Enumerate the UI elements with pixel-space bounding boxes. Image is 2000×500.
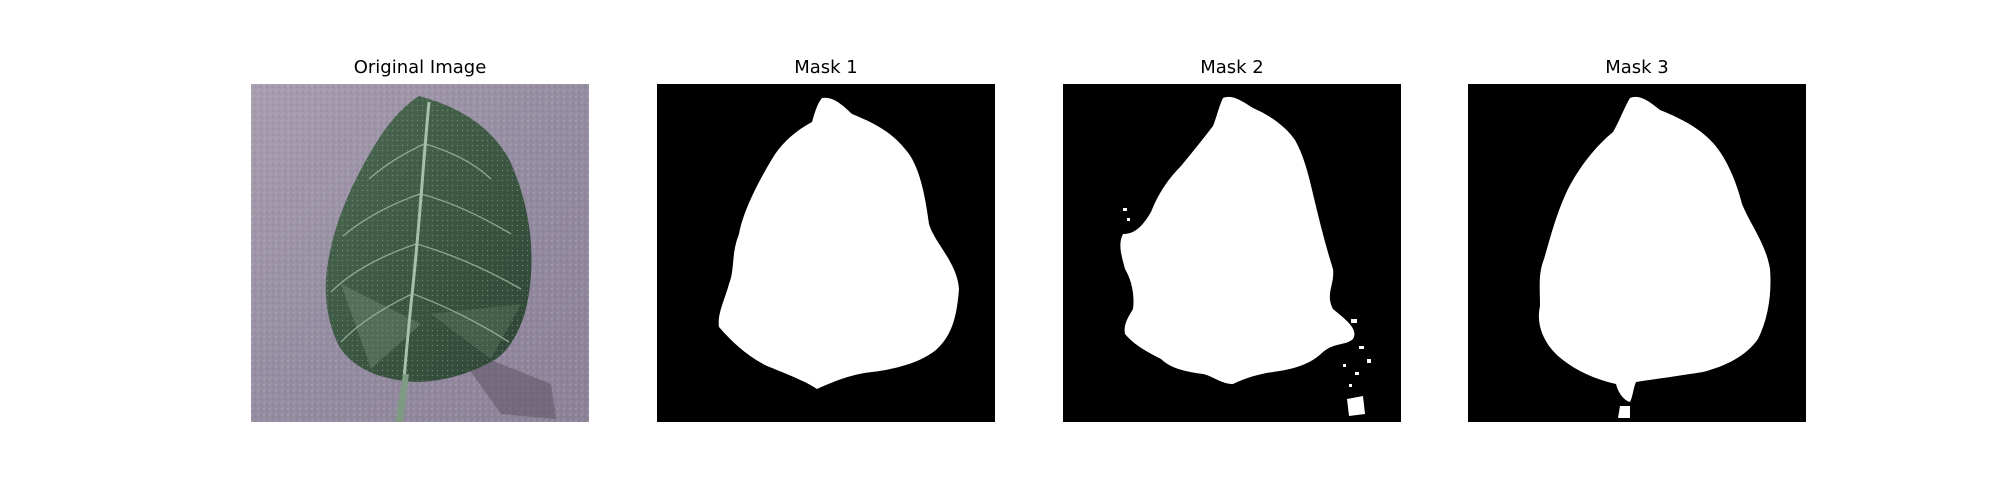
leaf-photo [251,84,589,422]
panel-title-mask-2: Mask 2 [1200,57,1264,78]
original-leaf-image [251,84,589,422]
panel-title-original-image: Original Image [353,57,487,78]
mask-2-image [1063,84,1401,422]
panel-title-mask-3: Mask 3 [1605,57,1669,78]
mask-1-shape [657,84,995,422]
panel-title-mask-1: Mask 1 [794,57,858,78]
mask-1-image [657,84,995,422]
mask-3-shape [1468,84,1806,422]
mask-2-shape [1063,84,1401,422]
mask-3-image [1468,84,1806,422]
